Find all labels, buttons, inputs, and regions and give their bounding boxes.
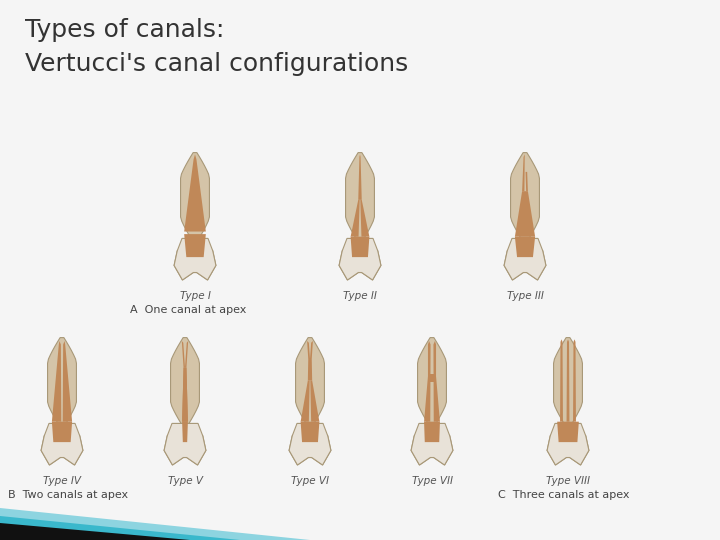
Polygon shape — [339, 238, 381, 280]
Polygon shape — [359, 154, 361, 200]
Polygon shape — [184, 154, 206, 232]
Polygon shape — [308, 359, 312, 381]
Text: Type II: Type II — [343, 291, 377, 301]
Polygon shape — [522, 154, 525, 191]
Polygon shape — [41, 338, 83, 465]
Polygon shape — [433, 341, 440, 422]
Polygon shape — [41, 423, 83, 465]
Text: Type III: Type III — [507, 291, 544, 301]
Text: Type I: Type I — [179, 291, 210, 301]
Polygon shape — [289, 338, 331, 465]
Text: B  Two canals at apex: B Two canals at apex — [8, 490, 128, 500]
Polygon shape — [424, 341, 431, 422]
Polygon shape — [174, 153, 216, 280]
Polygon shape — [339, 153, 381, 280]
Polygon shape — [310, 381, 320, 422]
Polygon shape — [174, 238, 216, 280]
Polygon shape — [547, 423, 589, 465]
Polygon shape — [0, 516, 240, 540]
Polygon shape — [567, 339, 570, 422]
Text: Type VI: Type VI — [291, 476, 329, 485]
Text: C  Three canals at apex: C Three canals at apex — [498, 490, 629, 500]
Polygon shape — [0, 508, 310, 540]
Polygon shape — [301, 422, 320, 442]
Polygon shape — [52, 341, 61, 422]
Polygon shape — [164, 423, 206, 465]
Polygon shape — [351, 237, 369, 257]
Polygon shape — [351, 200, 360, 237]
Polygon shape — [182, 341, 185, 368]
Polygon shape — [557, 422, 579, 442]
Text: Type VII: Type VII — [412, 476, 452, 485]
Polygon shape — [411, 338, 453, 465]
Polygon shape — [547, 338, 589, 465]
Polygon shape — [573, 339, 576, 422]
Polygon shape — [301, 381, 310, 422]
Polygon shape — [289, 423, 331, 465]
Polygon shape — [310, 341, 313, 359]
Polygon shape — [526, 172, 528, 191]
Polygon shape — [428, 374, 436, 382]
Polygon shape — [63, 341, 72, 422]
Polygon shape — [560, 339, 563, 422]
Text: Types of canals:: Types of canals: — [25, 18, 225, 42]
Polygon shape — [182, 368, 188, 422]
Text: Vertucci's canal configurations: Vertucci's canal configurations — [25, 52, 408, 76]
Polygon shape — [182, 422, 188, 442]
Polygon shape — [411, 423, 453, 465]
Polygon shape — [360, 200, 369, 237]
Polygon shape — [515, 191, 535, 237]
Text: Type IV: Type IV — [43, 476, 81, 485]
Polygon shape — [504, 153, 546, 280]
Polygon shape — [184, 234, 206, 257]
Polygon shape — [164, 338, 206, 465]
Polygon shape — [515, 237, 535, 257]
Polygon shape — [504, 238, 546, 280]
Polygon shape — [182, 368, 188, 422]
Text: Type V: Type V — [168, 476, 202, 485]
Polygon shape — [185, 341, 188, 368]
Polygon shape — [424, 422, 440, 442]
Text: A  One canal at apex: A One canal at apex — [130, 305, 246, 315]
Polygon shape — [307, 341, 310, 359]
Polygon shape — [0, 523, 190, 540]
Text: Type VIII: Type VIII — [546, 476, 590, 485]
Polygon shape — [52, 422, 72, 442]
